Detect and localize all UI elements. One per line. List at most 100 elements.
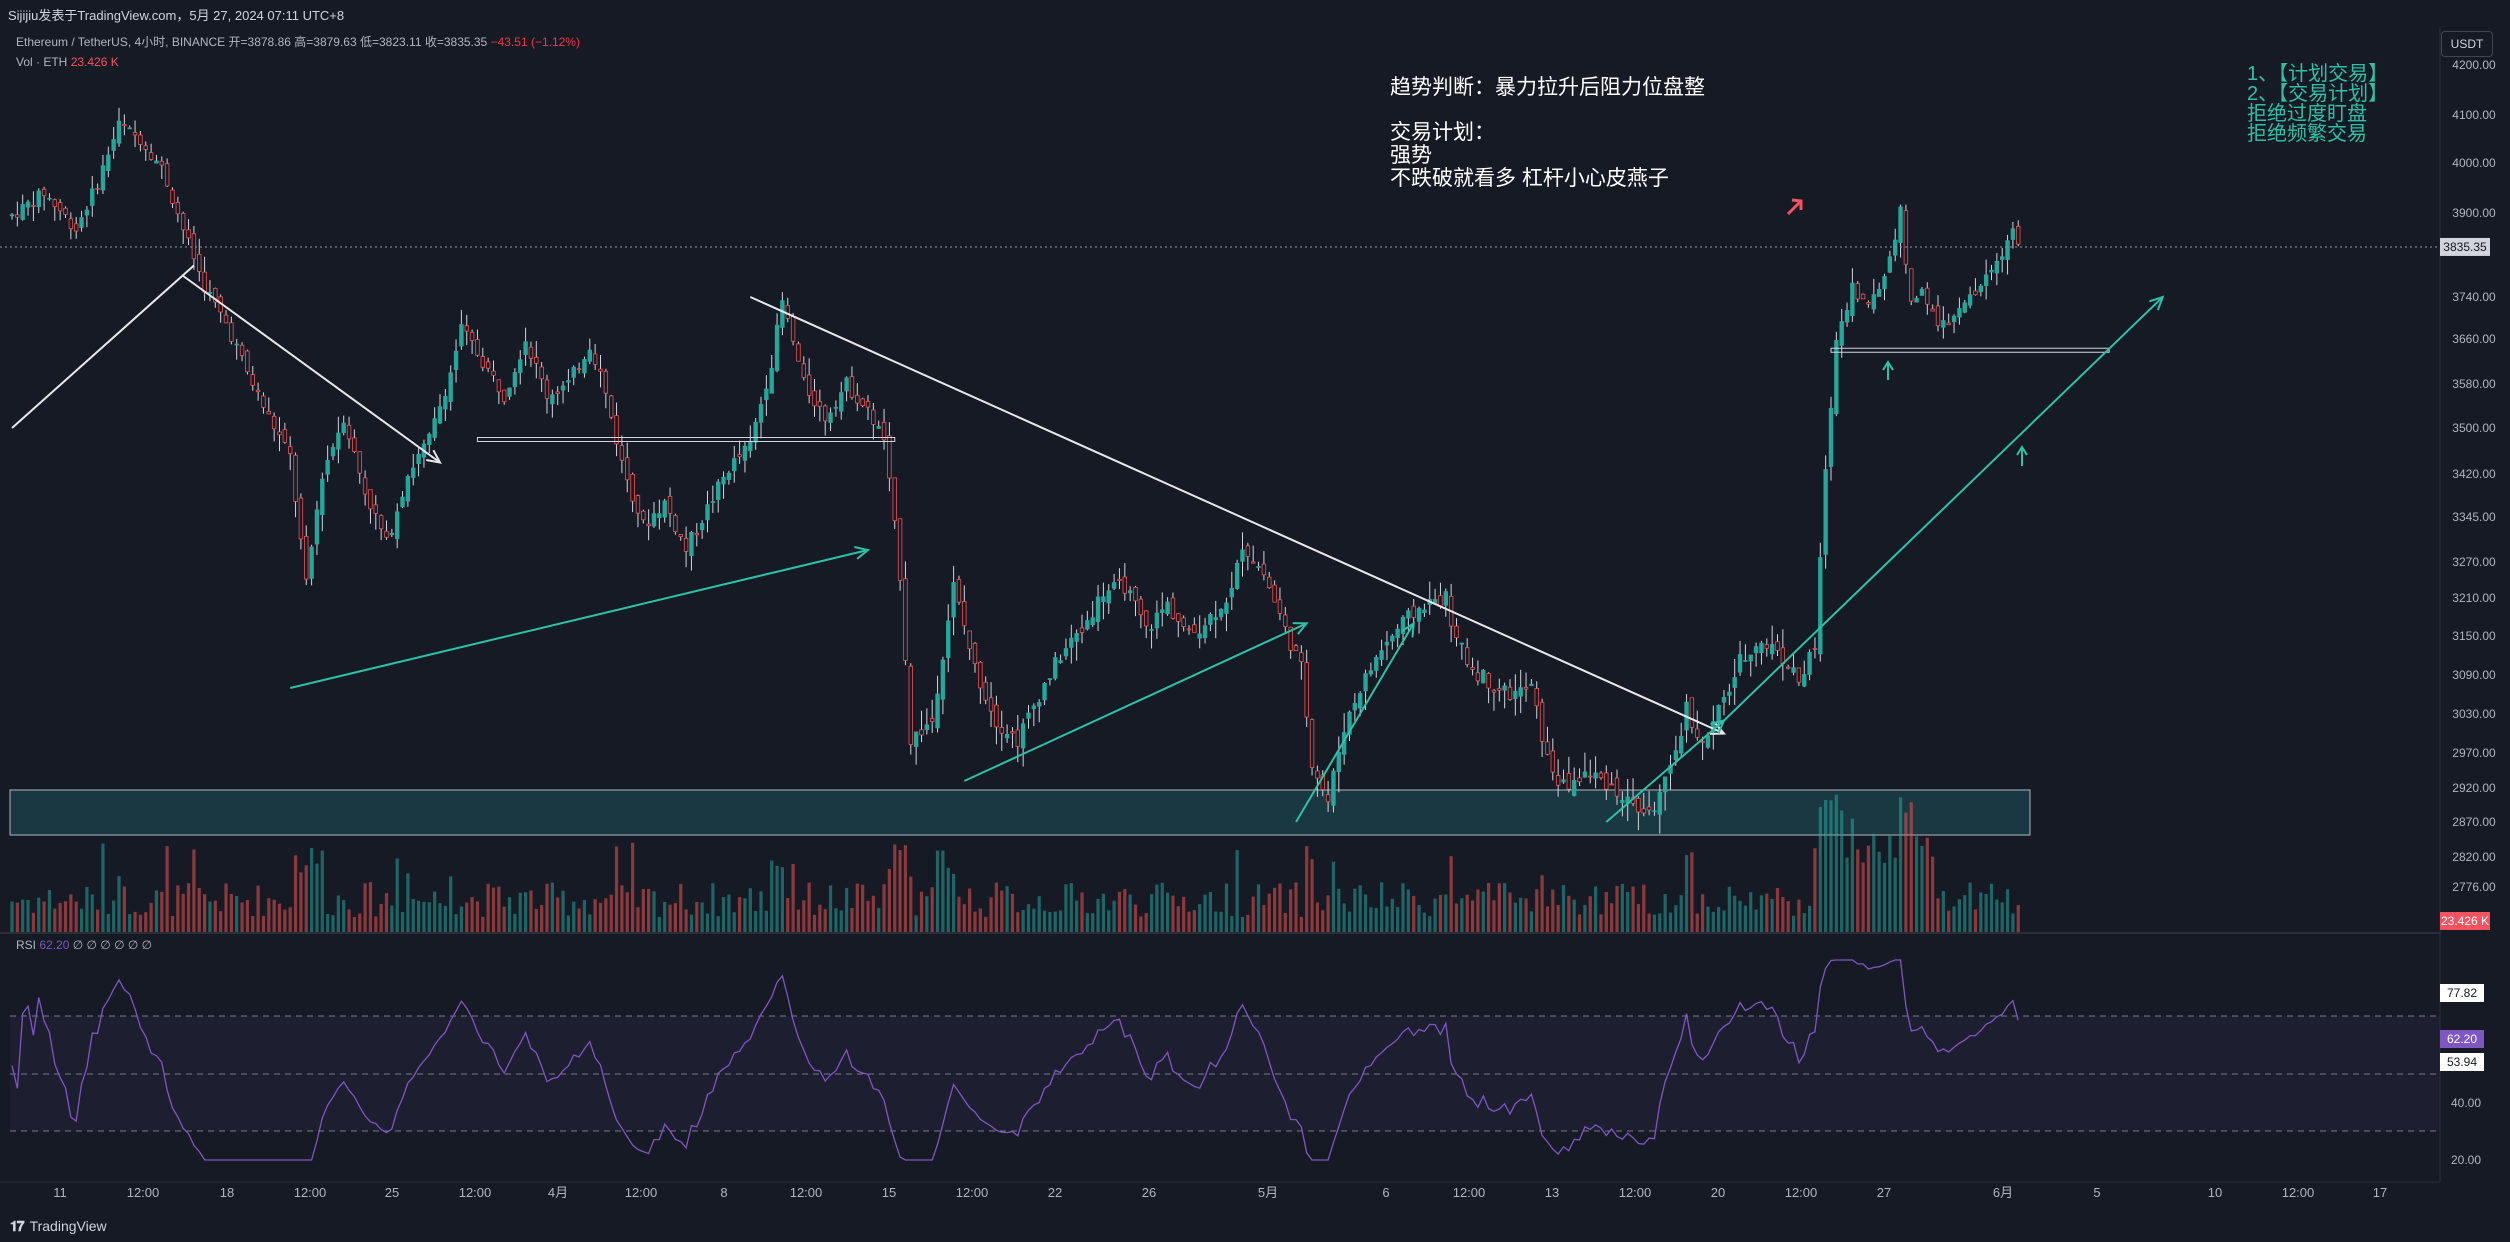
candle-body (924, 724, 930, 731)
candle-body (603, 370, 609, 394)
candle-body (1983, 274, 1989, 286)
volume-bar (989, 897, 993, 932)
time-tick-label: 27 (1877, 1185, 1891, 1200)
legend-ohlc-line[interactable]: Ethereum / TetherUS, 4小时, BINANCE 开=3878… (16, 32, 580, 52)
candle-body (239, 344, 245, 356)
legend-open: 开=3878.86 (228, 35, 291, 49)
candle-body (1277, 599, 1283, 614)
volume-bar (133, 911, 137, 932)
candle-body (689, 532, 694, 557)
candle-body (154, 160, 159, 164)
currency-button[interactable]: USDT (2441, 31, 2493, 57)
volume-bar (1080, 892, 1084, 932)
candle-body (635, 495, 641, 514)
candle-body (1261, 563, 1267, 576)
trendline (182, 275, 441, 464)
candle-body (1577, 777, 1582, 783)
volume-bar (1492, 900, 1496, 932)
volume-bar (1305, 846, 1309, 932)
footer-brand[interactable]: TradingView (29, 1218, 107, 1234)
candle-body (63, 207, 68, 215)
candle-body (197, 253, 202, 272)
volume-bar (1187, 911, 1191, 932)
candle-body (159, 160, 164, 166)
candle-body (737, 454, 742, 458)
candle-body (378, 515, 384, 530)
volume-bar (780, 867, 784, 932)
up-marker-arrow[interactable] (1882, 360, 1894, 380)
candle-body (1930, 308, 1935, 312)
candle-body (1293, 645, 1299, 651)
volume-bar (267, 898, 271, 932)
volume-bar (240, 902, 244, 932)
candle-body (491, 370, 496, 376)
trendline (1605, 719, 1725, 823)
candle-body (229, 322, 234, 342)
candle-body (1534, 688, 1539, 707)
volume-bar (871, 895, 875, 932)
volume-bar (1636, 904, 1640, 932)
trend-note[interactable]: 趋势判断：暴力拉升后阻力位盘整 交易计划： 强势 不跌破就看多 杠杆小心皮燕子 (1390, 76, 1705, 190)
volume-bar (1524, 898, 1528, 932)
volume-bar (331, 915, 335, 932)
rules-note[interactable]: 1、【计划交易】 2、【交易计划】 拒绝过度盯盘 拒绝频繁交易 (2247, 64, 2388, 144)
volume-bar (261, 915, 266, 932)
volume-bar (1508, 892, 1512, 932)
candle-body (1513, 690, 1518, 699)
candle-body (1085, 620, 1090, 630)
candle-body (111, 139, 116, 151)
trendline-arrowhead (2149, 295, 2165, 311)
peak-marker-arrow[interactable] (1786, 198, 1803, 216)
candle-body (1122, 576, 1127, 594)
volume-bar (1503, 883, 1507, 932)
candle-body (469, 331, 475, 341)
trendline (963, 622, 1308, 782)
legend-volume-line[interactable]: Vol · ETH 23.426 K (16, 52, 580, 72)
candle-body (95, 187, 100, 190)
candle-body (1705, 735, 1711, 748)
candle-body (1256, 566, 1261, 568)
volume-bar (1759, 895, 1764, 932)
candle-body (962, 601, 967, 627)
candle-body (1823, 469, 1828, 555)
volume-bar (1246, 914, 1250, 932)
plan-title: 交易计划： (1390, 121, 1495, 144)
candle-body (9, 214, 15, 217)
candle-body (774, 324, 780, 372)
volume-bar (823, 909, 827, 932)
candle-body (1481, 669, 1486, 684)
volume-bar (422, 901, 426, 932)
support-zone[interactable] (9, 789, 2031, 836)
candle-body (972, 643, 978, 665)
candle-body (1844, 310, 1850, 323)
candle-body (678, 533, 683, 538)
candle-body (1609, 783, 1614, 786)
candle-body (1903, 210, 1909, 265)
price-axis[interactable]: 4200.00 4100.00 4000.00 3900.00 3740.00 3660.… (2440, 58, 2496, 930)
time-axis[interactable]: 11 12:00 18 12:00 25 12:00 4月 12:00 8 12:00 15 12:0… (53, 1185, 2387, 1200)
candle-body (1245, 545, 1251, 557)
up-marker-arrow[interactable] (2016, 445, 2028, 466)
volume-bar (588, 914, 592, 932)
candle-body (935, 693, 940, 729)
trendline (1295, 622, 1415, 823)
volume-bar (1198, 904, 1202, 932)
candle-body (967, 630, 972, 650)
volume-bar (561, 890, 565, 932)
volume-bar (1422, 912, 1426, 932)
volume-bar (1267, 893, 1271, 932)
candle-body (1834, 339, 1839, 415)
candle-body (930, 717, 935, 723)
volume-bar (47, 889, 52, 932)
volume-bar (1037, 896, 1041, 932)
volume-bar (1882, 862, 1887, 932)
candle-body (1186, 628, 1192, 631)
volume-bar (1915, 836, 1919, 932)
rsi-legend[interactable]: RSI 62.20 ∅ ∅ ∅ ∅ ∅ ∅ (16, 938, 152, 952)
volume-bar (1749, 892, 1753, 932)
volume-bar (1674, 905, 1678, 932)
volume-bar (1016, 912, 1020, 932)
tradingview-logo-icon[interactable]: 𝟏𝟕 (10, 1217, 25, 1234)
